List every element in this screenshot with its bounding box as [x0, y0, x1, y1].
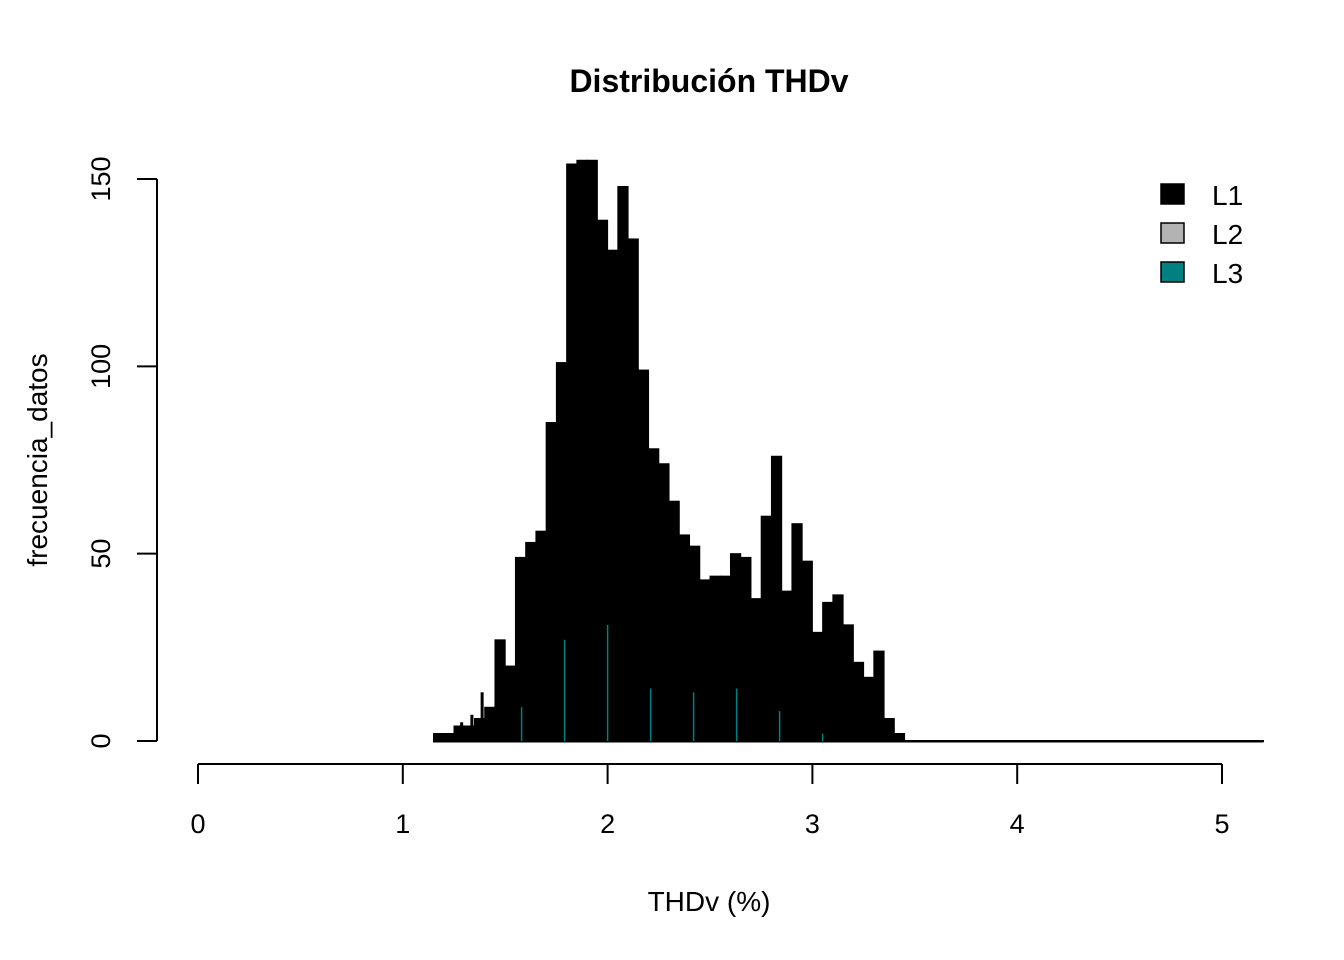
histogram-bars — [433, 159, 1264, 743]
l1-bar — [535, 530, 547, 743]
legend-label-l1: L1 — [1212, 180, 1243, 211]
l1-bar — [596, 219, 609, 743]
l1-bar — [617, 185, 629, 743]
legend-label-l3: L3 — [1212, 258, 1243, 289]
l1-bar — [699, 579, 711, 743]
l1-spike — [460, 722, 464, 741]
l1-bar — [883, 718, 895, 743]
l1-bar — [689, 545, 701, 743]
y-tick-label: 150 — [86, 156, 116, 201]
l3-series-lines — [520, 624, 824, 741]
x-tick-label: 4 — [1010, 809, 1025, 839]
l1-bar — [494, 639, 506, 743]
l1-bar — [484, 706, 496, 743]
x-tick-label: 1 — [395, 809, 410, 839]
l1-bar — [576, 159, 588, 743]
chart-title: Distribución THDv — [569, 63, 848, 99]
l1-bar — [709, 575, 721, 743]
l1-spike — [480, 692, 484, 741]
l1-bar — [811, 631, 824, 743]
x-axis: 0 1 2 3 4 5 — [190, 763, 1230, 839]
y-tick-label: 0 — [86, 733, 116, 748]
x-tick-label: 2 — [600, 809, 615, 839]
l1-bar — [504, 665, 516, 743]
l1-bar — [658, 463, 670, 743]
l1-bar — [719, 575, 731, 743]
l1-bar — [770, 455, 783, 743]
y-tick-label: 100 — [86, 344, 116, 389]
l1-bar — [740, 556, 752, 743]
l1-bar — [729, 553, 742, 743]
l1-bar — [760, 515, 772, 743]
l1-bar — [801, 560, 813, 743]
l1-bar — [781, 590, 793, 743]
l1-bar — [627, 238, 639, 743]
l1-bar — [873, 650, 885, 743]
l1-bar — [842, 624, 854, 743]
legend-swatch-l3 — [1160, 261, 1185, 283]
l1-bar — [514, 556, 527, 743]
x-tick-label: 0 — [190, 809, 205, 839]
legend-label-l2: L2 — [1212, 219, 1243, 250]
y-axis: 0 50 100 150 — [86, 156, 158, 749]
l1-bar — [750, 598, 762, 743]
l1-bar — [822, 601, 834, 743]
l1-bar — [566, 163, 578, 743]
x-tick-label: 5 — [1214, 809, 1229, 839]
legend-swatch-l1 — [1160, 183, 1185, 205]
x-axis-label: THDv (%) — [648, 886, 771, 917]
l1-bar — [586, 159, 598, 743]
l1-bar — [852, 661, 865, 743]
l1-bar — [637, 369, 650, 743]
legend: L1 L2 L3 — [1160, 180, 1243, 289]
y-tick-label: 50 — [86, 539, 116, 569]
l1-bar — [525, 541, 537, 743]
l1-bar — [863, 676, 875, 743]
legend-swatch-l2 — [1160, 222, 1185, 244]
l1-bar — [668, 500, 680, 743]
l1-bar — [545, 422, 557, 743]
l1-bar — [607, 249, 619, 743]
l1-spike — [470, 714, 474, 741]
x-tick-label: 3 — [805, 809, 820, 839]
l1-bar — [832, 594, 844, 743]
y-axis-label: frecuencia_datos — [22, 353, 53, 566]
l1-bar — [791, 523, 803, 743]
l1-bar — [678, 534, 691, 743]
